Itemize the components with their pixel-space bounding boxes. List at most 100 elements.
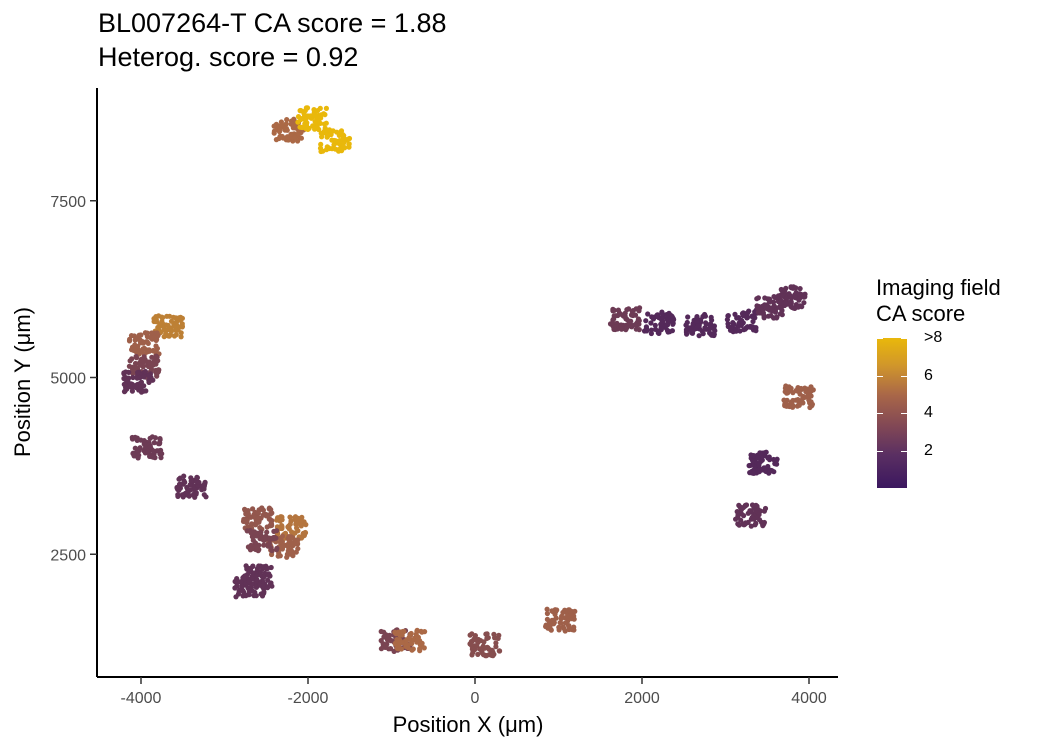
data-point bbox=[708, 314, 714, 320]
data-point bbox=[788, 284, 794, 290]
data-point bbox=[157, 321, 163, 327]
data-point bbox=[340, 144, 346, 150]
data-point bbox=[652, 322, 658, 328]
data-point bbox=[683, 322, 689, 328]
data-point bbox=[163, 331, 169, 337]
data-point bbox=[245, 544, 251, 550]
data-point bbox=[141, 388, 147, 394]
data-point bbox=[417, 646, 423, 652]
data-point bbox=[232, 585, 238, 591]
data-point bbox=[190, 492, 196, 498]
data-point bbox=[635, 316, 642, 322]
data-point bbox=[648, 320, 654, 326]
data-point bbox=[644, 328, 650, 334]
data-point bbox=[268, 520, 274, 526]
data-point bbox=[571, 616, 577, 622]
data-point bbox=[652, 326, 659, 332]
data-point bbox=[145, 448, 151, 454]
data-point bbox=[784, 390, 790, 396]
data-point bbox=[196, 479, 202, 485]
data-point bbox=[130, 370, 136, 377]
data-point bbox=[551, 621, 557, 627]
data-point bbox=[156, 441, 162, 447]
data-point bbox=[474, 643, 480, 649]
data-point bbox=[406, 634, 412, 640]
data-point bbox=[141, 438, 147, 444]
legend-tick bbox=[901, 375, 907, 377]
data-point bbox=[290, 125, 296, 131]
data-point bbox=[147, 444, 153, 450]
data-point bbox=[695, 323, 701, 329]
data-point bbox=[740, 320, 746, 326]
data-point bbox=[665, 329, 671, 335]
data-point bbox=[807, 404, 813, 411]
data-point bbox=[739, 311, 746, 317]
data-point bbox=[761, 508, 768, 514]
data-point bbox=[549, 608, 555, 614]
data-point bbox=[152, 435, 158, 441]
data-point bbox=[763, 449, 769, 455]
data-point bbox=[135, 349, 141, 355]
data-point bbox=[148, 334, 154, 341]
data-point bbox=[259, 593, 266, 599]
data-point bbox=[279, 533, 286, 539]
y-tick-label: 2500 bbox=[50, 547, 86, 564]
data-point bbox=[153, 353, 159, 359]
data-point bbox=[786, 291, 792, 297]
data-point bbox=[151, 448, 157, 454]
data-point bbox=[243, 563, 249, 569]
data-point bbox=[689, 330, 695, 336]
data-point bbox=[754, 305, 761, 311]
data-point bbox=[700, 331, 706, 337]
data-point bbox=[547, 623, 553, 630]
data-point bbox=[626, 320, 632, 326]
data-point bbox=[178, 330, 184, 336]
data-point bbox=[645, 311, 651, 317]
data-point bbox=[725, 313, 731, 319]
data-point bbox=[773, 458, 780, 464]
data-point bbox=[280, 543, 286, 549]
data-point bbox=[409, 640, 415, 647]
data-point bbox=[298, 135, 304, 141]
data-point bbox=[415, 637, 421, 643]
data-point bbox=[740, 504, 747, 511]
data-point bbox=[283, 121, 289, 127]
data-point bbox=[278, 134, 284, 140]
data-point bbox=[168, 328, 174, 334]
data-point bbox=[736, 502, 742, 508]
y-tick-label: 7500 bbox=[50, 194, 86, 211]
data-point bbox=[164, 313, 170, 319]
data-point bbox=[346, 141, 352, 147]
data-point bbox=[292, 134, 298, 140]
data-point bbox=[609, 320, 616, 326]
data-point bbox=[244, 517, 250, 524]
data-point bbox=[254, 577, 260, 583]
data-point bbox=[318, 115, 324, 121]
data-point bbox=[771, 294, 777, 300]
data-point bbox=[271, 536, 277, 542]
data-point bbox=[130, 374, 136, 381]
data-point bbox=[321, 121, 328, 127]
data-point bbox=[143, 330, 149, 336]
data-point bbox=[173, 315, 179, 321]
data-point bbox=[759, 455, 765, 461]
data-point bbox=[797, 286, 803, 292]
legend-label: >8 bbox=[924, 329, 943, 346]
data-point bbox=[176, 476, 182, 482]
data-point bbox=[797, 295, 803, 301]
data-point bbox=[179, 324, 185, 330]
data-point bbox=[765, 455, 771, 461]
data-point bbox=[798, 385, 804, 392]
data-point bbox=[132, 434, 138, 440]
data-point bbox=[201, 483, 207, 489]
data-point bbox=[324, 144, 330, 150]
data-point bbox=[257, 536, 263, 542]
data-point bbox=[654, 313, 660, 319]
data-point bbox=[290, 543, 296, 549]
data-point bbox=[150, 454, 156, 460]
data-point bbox=[756, 517, 763, 523]
data-point bbox=[131, 344, 138, 350]
data-point bbox=[750, 458, 756, 464]
data-point bbox=[747, 508, 753, 514]
data-point bbox=[749, 502, 756, 508]
